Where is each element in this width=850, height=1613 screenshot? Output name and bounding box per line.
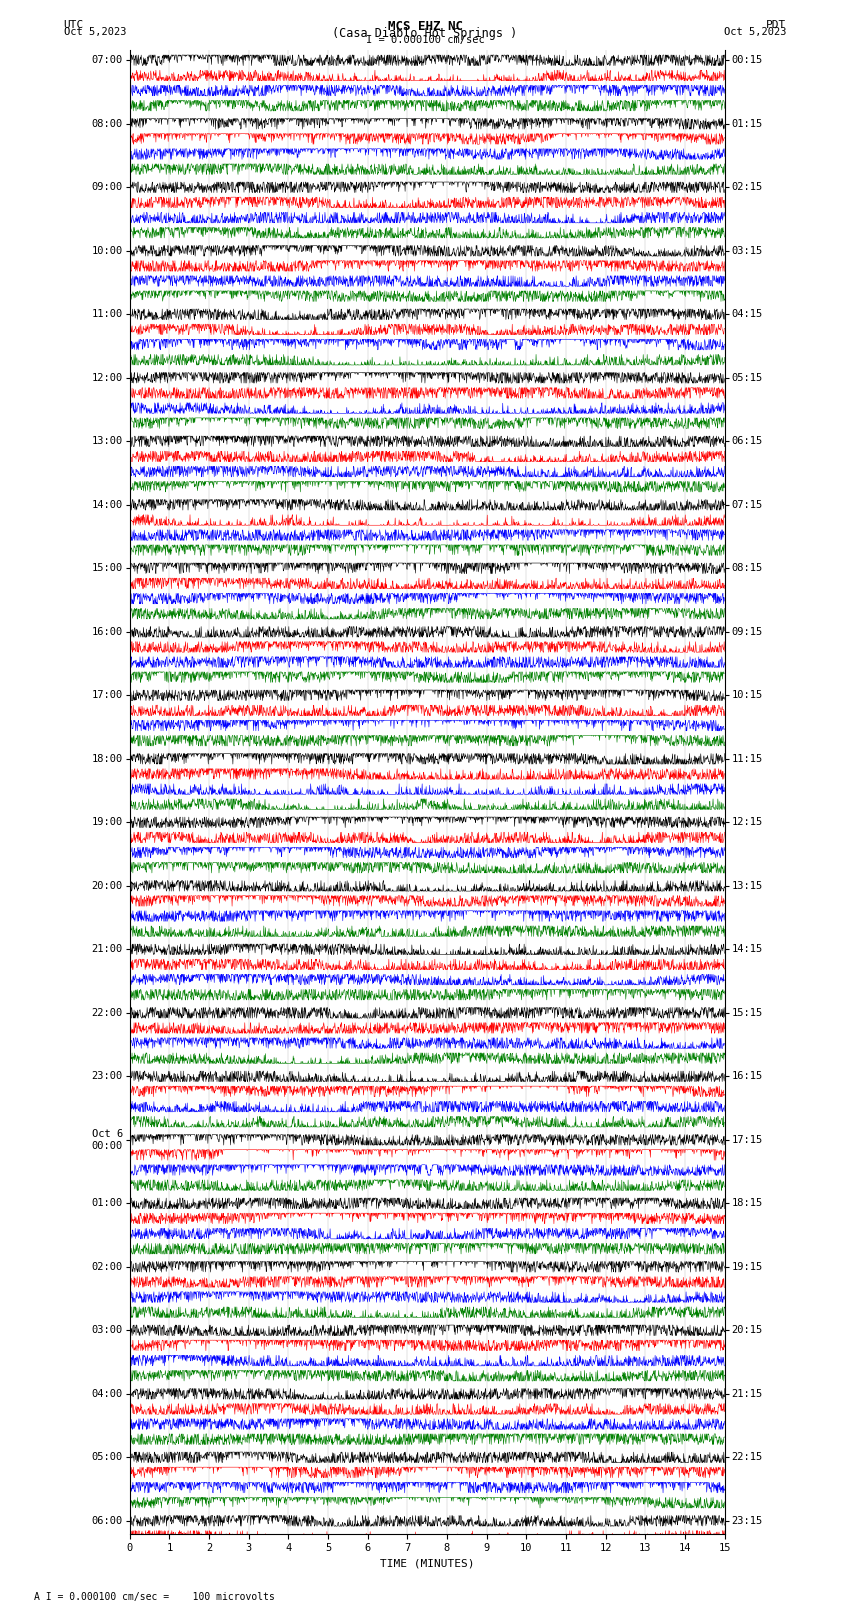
Text: MCS EHZ NC: MCS EHZ NC	[388, 19, 462, 34]
Text: I = 0.000100 cm/sec: I = 0.000100 cm/sec	[366, 35, 484, 45]
Text: (Casa Diablo Hot Springs ): (Casa Diablo Hot Springs )	[332, 27, 518, 40]
X-axis label: TIME (MINUTES): TIME (MINUTES)	[380, 1560, 474, 1569]
Text: A I = 0.000100 cm/sec =    100 microvolts: A I = 0.000100 cm/sec = 100 microvolts	[34, 1592, 275, 1602]
Text: UTC: UTC	[64, 19, 84, 31]
Text: PDT: PDT	[766, 19, 786, 31]
Text: Oct 5,2023: Oct 5,2023	[64, 27, 127, 37]
Text: Oct 5,2023: Oct 5,2023	[723, 27, 786, 37]
